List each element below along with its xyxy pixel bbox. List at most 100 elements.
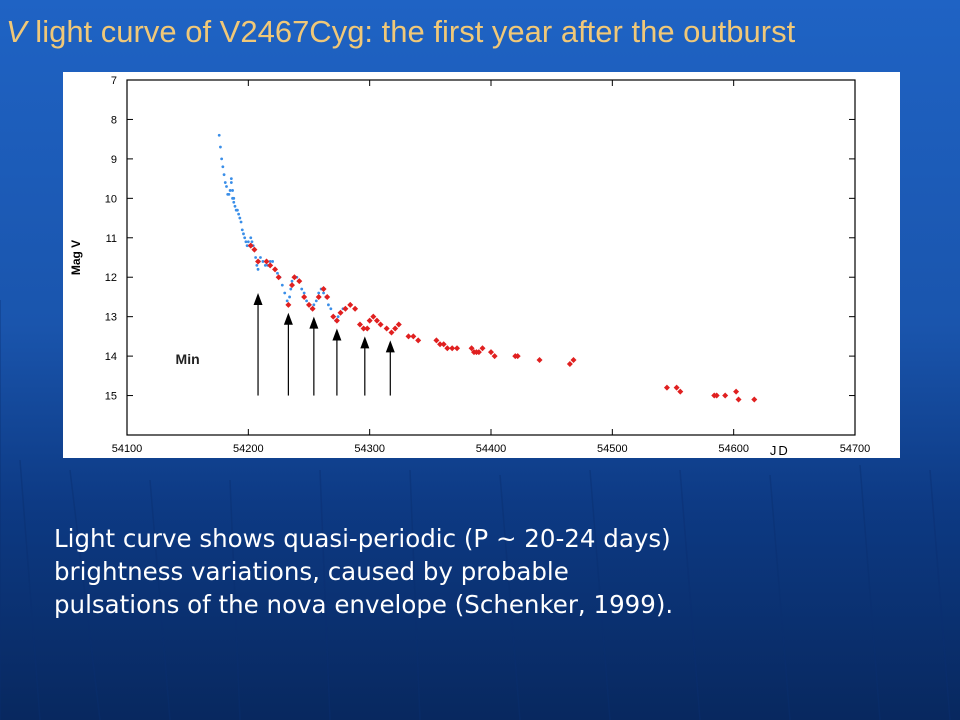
y-tick-label: 14 bbox=[105, 351, 117, 363]
data-point-red bbox=[437, 341, 444, 348]
data-point-blue bbox=[221, 165, 225, 169]
data-point-blue bbox=[245, 244, 249, 248]
data-point-red bbox=[454, 345, 461, 352]
chart-svg: 54100 54200 54300 54400 54500 54600 54700 7 8 9 10… bbox=[69, 75, 871, 458]
data-point-blue bbox=[290, 279, 294, 283]
data-point-red bbox=[356, 321, 363, 328]
data-point-blue bbox=[312, 303, 316, 307]
data-point-blue bbox=[280, 283, 284, 287]
data-point-red bbox=[415, 337, 422, 344]
data-point-red bbox=[301, 293, 308, 300]
data-point-blue bbox=[227, 192, 231, 196]
x-tick-label: 54600 bbox=[718, 443, 749, 455]
data-point-red bbox=[333, 317, 340, 324]
data-point-red bbox=[566, 361, 573, 367]
data-point-red bbox=[479, 345, 486, 352]
data-point-blue bbox=[327, 303, 330, 307]
y-tick-label: 15 bbox=[105, 391, 117, 403]
data-point-red bbox=[366, 317, 373, 324]
data-point-red bbox=[289, 282, 296, 289]
data-point-red bbox=[342, 305, 349, 312]
data-point-red bbox=[370, 313, 377, 320]
data-point-blue bbox=[240, 228, 244, 232]
data-point-blue bbox=[271, 260, 274, 263]
slide-title: V light curve of V2467Cyg: the first yea… bbox=[6, 14, 956, 50]
caption-line-2: brightness variations, caused by probabl… bbox=[54, 557, 569, 586]
data-point-blue bbox=[256, 267, 260, 271]
data-point-red bbox=[272, 266, 279, 273]
data-point-blue bbox=[243, 236, 247, 240]
data-point-red bbox=[713, 392, 720, 399]
data-point-blue bbox=[229, 181, 233, 184]
x-tick-label: 54700 bbox=[840, 443, 871, 455]
y-tick-label: 13 bbox=[105, 312, 117, 324]
data-point-blue bbox=[302, 291, 306, 295]
data-point-blue bbox=[285, 299, 289, 303]
data-point-blue bbox=[300, 287, 304, 291]
data-point-blue bbox=[250, 240, 254, 244]
data-point-blue bbox=[222, 173, 226, 177]
data-point-red bbox=[267, 262, 274, 269]
series-0 bbox=[217, 133, 345, 323]
arrow-head bbox=[385, 340, 395, 353]
data-point-blue bbox=[231, 189, 234, 192]
data-point-blue bbox=[276, 271, 279, 275]
data-point-blue bbox=[255, 263, 259, 267]
data-point-red bbox=[488, 349, 494, 356]
data-point-red bbox=[392, 325, 399, 332]
data-point-blue bbox=[225, 185, 228, 188]
data-point-blue bbox=[217, 133, 221, 137]
data-point-red bbox=[315, 293, 322, 300]
data-point-blue bbox=[261, 260, 265, 263]
data-point-red bbox=[440, 341, 447, 348]
arrow-head bbox=[309, 316, 319, 329]
data-point-red bbox=[433, 337, 440, 344]
data-point-blue bbox=[223, 181, 227, 184]
data-point-red bbox=[514, 353, 521, 360]
data-point-red bbox=[352, 305, 359, 312]
data-point-red bbox=[291, 274, 298, 281]
data-point-red bbox=[468, 345, 475, 352]
data-point-blue bbox=[237, 212, 241, 216]
y-tick-label: 9 bbox=[111, 154, 117, 166]
data-point-blue bbox=[259, 256, 262, 259]
min-annotation: Min bbox=[176, 351, 200, 367]
caption-line-3: pulsations of the nova envelope (Schenke… bbox=[54, 590, 674, 619]
data-point-red bbox=[410, 333, 417, 340]
data-point-red bbox=[570, 357, 577, 364]
data-point-red bbox=[536, 357, 543, 364]
y-tick-label: 11 bbox=[106, 233, 117, 245]
data-point-red bbox=[677, 388, 684, 395]
data-point-blue bbox=[317, 291, 321, 295]
data-point-blue bbox=[236, 208, 239, 212]
y-axis-label: Mag V bbox=[69, 240, 83, 275]
data-point-red bbox=[306, 301, 312, 308]
arrow-head bbox=[360, 336, 370, 349]
y-tick-label: 10 bbox=[105, 193, 117, 205]
x-tick-label: 54400 bbox=[476, 443, 507, 455]
data-point-red bbox=[337, 309, 344, 316]
data-point-red bbox=[373, 317, 380, 324]
data-point-blue bbox=[244, 240, 248, 244]
data-point-red bbox=[444, 345, 451, 352]
series-1 bbox=[247, 242, 758, 403]
data-point-blue bbox=[246, 240, 250, 244]
data-point-red bbox=[751, 396, 758, 403]
data-point-blue bbox=[228, 189, 232, 192]
data-point-red bbox=[296, 278, 303, 285]
arrow-head bbox=[253, 293, 263, 305]
data-point-blue bbox=[254, 256, 258, 259]
arrow-head bbox=[283, 312, 293, 325]
light-curve-chart: 54100 54200 54300 54400 54500 54600 54700 7 8 9 10… bbox=[63, 72, 900, 458]
x-tick-label: 54200 bbox=[233, 443, 264, 455]
data-point-red bbox=[673, 384, 680, 391]
data-point-red bbox=[247, 242, 254, 249]
caption: Light curve shows quasi-periodic (P ~ 20… bbox=[54, 522, 914, 621]
x-tick-label: 54300 bbox=[354, 443, 385, 455]
data-point-red bbox=[663, 384, 670, 391]
data-point-red bbox=[251, 246, 258, 253]
data-point-red bbox=[722, 392, 729, 399]
data-point-red bbox=[395, 321, 402, 328]
data-point-blue bbox=[220, 157, 224, 161]
